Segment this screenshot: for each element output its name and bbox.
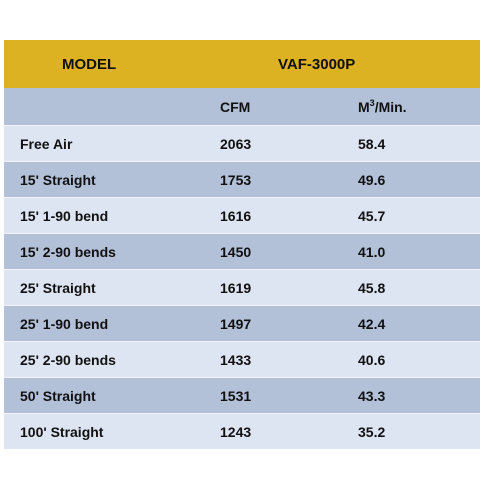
unit-m3-superscript: 3	[369, 97, 375, 108]
table-row: 25' 1-90 bend 1497 42.4	[4, 305, 480, 342]
row-label: 25' 2-90 bends	[4, 341, 219, 378]
table-row: Free Air 2063 58.4	[4, 125, 480, 162]
row-m3: 45.7	[357, 197, 480, 234]
unit-cfm: CFM	[219, 88, 357, 126]
units-row: CFM M3/Min.	[4, 88, 480, 126]
row-m3: 43.3	[357, 377, 480, 414]
row-label: 15' 2-90 bends	[4, 233, 219, 270]
table-row: 15' 1-90 bend 1616 45.7	[4, 197, 480, 234]
row-cfm: 2063	[219, 125, 357, 162]
table-row: 15' Straight 1753 49.6	[4, 161, 480, 198]
row-cfm: 1753	[219, 161, 357, 198]
row-m3: 40.6	[357, 341, 480, 378]
table-row: 50' Straight 1531 43.3	[4, 377, 480, 414]
table-row: 100' Straight 1243 35.2	[4, 413, 480, 449]
model-name: VAF-3000P	[219, 40, 480, 88]
row-label: 15' Straight	[4, 161, 219, 198]
row-m3: 45.8	[357, 269, 480, 306]
table-row: 25' Straight 1619 45.8	[4, 269, 480, 306]
table-header-row: MODEL VAF-3000P	[4, 40, 480, 88]
table-body: Free Air 2063 58.4 15' Straight 1753 49.…	[4, 125, 480, 449]
unit-m3-per-min: M3/Min.	[357, 88, 480, 126]
row-label: 50' Straight	[4, 377, 219, 414]
row-cfm: 1616	[219, 197, 357, 234]
row-cfm: 1619	[219, 269, 357, 306]
row-cfm: 1433	[219, 341, 357, 378]
table-row: 25' 2-90 bends 1433 40.6	[4, 341, 480, 378]
unit-m3-base: M	[358, 98, 370, 115]
row-m3: 35.2	[357, 413, 480, 449]
row-cfm: 1497	[219, 305, 357, 342]
row-label: 25' 1-90 bend	[4, 305, 219, 342]
row-m3: 58.4	[357, 125, 480, 162]
model-header: MODEL	[4, 40, 219, 88]
row-cfm: 1450	[219, 233, 357, 270]
row-cfm: 1531	[219, 377, 357, 414]
row-label: 100' Straight	[4, 413, 219, 449]
row-label: 15' 1-90 bend	[4, 197, 219, 234]
airflow-spec-table: MODEL VAF-3000P CFM M3/Min. Free Air 206…	[4, 40, 480, 449]
units-label-empty	[4, 88, 219, 126]
row-m3: 49.6	[357, 161, 480, 198]
row-m3: 41.0	[357, 233, 480, 270]
row-cfm: 1243	[219, 413, 357, 449]
table-row: 15' 2-90 bends 1450 41.0	[4, 233, 480, 270]
row-label: Free Air	[4, 125, 219, 162]
unit-m3-tail: /Min.	[374, 98, 407, 115]
row-label: 25' Straight	[4, 269, 219, 306]
row-m3: 42.4	[357, 305, 480, 342]
